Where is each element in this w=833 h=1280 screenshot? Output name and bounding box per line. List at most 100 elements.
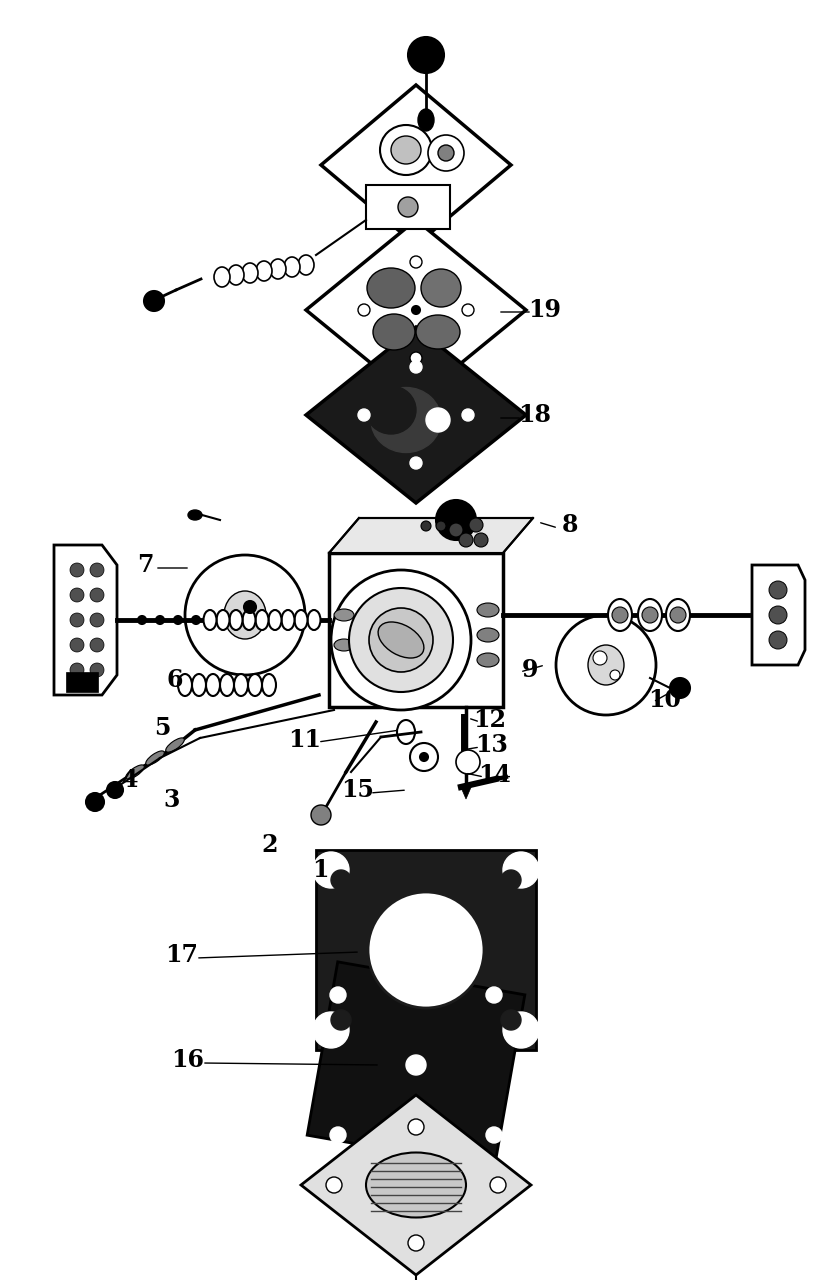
Circle shape	[503, 852, 539, 888]
Polygon shape	[316, 850, 536, 1050]
Polygon shape	[66, 672, 98, 692]
Polygon shape	[301, 1094, 531, 1275]
Circle shape	[556, 614, 656, 716]
Ellipse shape	[203, 611, 217, 630]
Ellipse shape	[298, 255, 314, 275]
Ellipse shape	[248, 675, 262, 696]
Circle shape	[331, 870, 351, 890]
Ellipse shape	[224, 591, 266, 639]
Circle shape	[330, 1126, 346, 1143]
Circle shape	[486, 1126, 502, 1143]
Ellipse shape	[378, 622, 424, 658]
Text: 14: 14	[478, 763, 511, 787]
Circle shape	[282, 616, 290, 625]
Circle shape	[210, 616, 218, 625]
Circle shape	[331, 570, 471, 710]
Circle shape	[670, 678, 690, 698]
Circle shape	[408, 37, 444, 73]
Ellipse shape	[268, 611, 282, 630]
Circle shape	[138, 616, 146, 625]
Ellipse shape	[397, 719, 415, 744]
Circle shape	[428, 134, 464, 172]
Circle shape	[90, 588, 104, 602]
Circle shape	[410, 352, 422, 364]
Circle shape	[469, 518, 483, 532]
Ellipse shape	[373, 314, 415, 349]
Ellipse shape	[477, 603, 499, 617]
Text: 16: 16	[172, 1048, 204, 1073]
Ellipse shape	[188, 509, 202, 520]
Circle shape	[349, 588, 453, 692]
Ellipse shape	[284, 257, 300, 276]
Ellipse shape	[334, 609, 354, 621]
Circle shape	[501, 870, 521, 890]
Circle shape	[474, 532, 488, 547]
Circle shape	[358, 305, 370, 316]
Ellipse shape	[366, 387, 416, 434]
Text: 12: 12	[473, 708, 506, 732]
Ellipse shape	[282, 611, 295, 630]
Circle shape	[70, 663, 84, 677]
Ellipse shape	[371, 388, 441, 453]
Circle shape	[410, 361, 422, 372]
Circle shape	[462, 305, 474, 316]
Polygon shape	[307, 961, 525, 1169]
Polygon shape	[329, 518, 533, 553]
Ellipse shape	[391, 136, 421, 164]
Ellipse shape	[206, 675, 220, 696]
Ellipse shape	[256, 611, 268, 630]
Circle shape	[90, 613, 104, 627]
Circle shape	[769, 605, 787, 625]
Ellipse shape	[638, 599, 662, 631]
Text: 13: 13	[476, 733, 508, 756]
Circle shape	[408, 1235, 424, 1251]
Ellipse shape	[217, 611, 230, 630]
Circle shape	[70, 637, 84, 652]
Ellipse shape	[230, 611, 242, 630]
Ellipse shape	[166, 737, 184, 753]
Text: 18: 18	[518, 403, 551, 428]
Circle shape	[410, 256, 422, 268]
Polygon shape	[366, 186, 450, 229]
Ellipse shape	[421, 269, 461, 307]
Ellipse shape	[178, 675, 192, 696]
Ellipse shape	[477, 628, 499, 643]
Text: 11: 11	[288, 728, 322, 753]
Ellipse shape	[334, 639, 354, 652]
Text: 3: 3	[164, 788, 180, 812]
Circle shape	[192, 616, 200, 625]
Text: 8: 8	[561, 513, 578, 538]
Circle shape	[670, 607, 686, 623]
Circle shape	[436, 521, 446, 531]
Circle shape	[313, 1012, 349, 1048]
Text: 19: 19	[528, 298, 561, 323]
Ellipse shape	[416, 315, 460, 349]
Circle shape	[70, 588, 84, 602]
Ellipse shape	[666, 599, 690, 631]
Circle shape	[144, 291, 164, 311]
Polygon shape	[321, 84, 511, 244]
Circle shape	[410, 742, 438, 771]
Circle shape	[610, 669, 620, 680]
Text: 10: 10	[649, 689, 681, 712]
Circle shape	[264, 616, 272, 625]
Ellipse shape	[256, 261, 272, 282]
Circle shape	[406, 1055, 426, 1075]
Circle shape	[642, 607, 658, 623]
Ellipse shape	[126, 765, 144, 780]
Circle shape	[769, 581, 787, 599]
Circle shape	[228, 616, 236, 625]
Circle shape	[408, 1119, 424, 1135]
Circle shape	[70, 613, 84, 627]
Circle shape	[156, 616, 164, 625]
Ellipse shape	[270, 259, 286, 279]
Circle shape	[436, 500, 476, 540]
Ellipse shape	[380, 125, 432, 175]
Text: 1: 1	[312, 858, 328, 882]
Ellipse shape	[262, 675, 276, 696]
Circle shape	[174, 616, 182, 625]
Ellipse shape	[146, 751, 164, 765]
Text: 17: 17	[166, 943, 198, 966]
Circle shape	[503, 1012, 539, 1048]
Text: 15: 15	[342, 778, 375, 803]
